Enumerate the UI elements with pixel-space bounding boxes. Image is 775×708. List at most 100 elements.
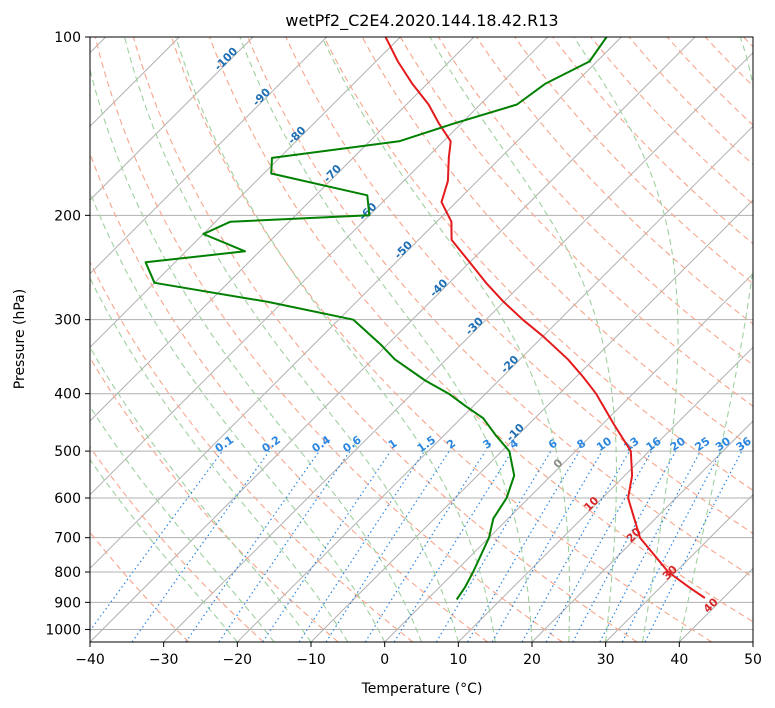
moist-adiabat-line — [90, 190, 386, 642]
moist-adiabat-line — [124, 37, 459, 642]
mixing-ratio-line — [325, 450, 450, 642]
isotherm-line — [90, 37, 549, 496]
y-tick-label: 600 — [54, 491, 81, 507]
mixing-ratio-line — [262, 450, 392, 642]
isotherm-line — [457, 346, 753, 642]
dry-adiabat-line — [90, 152, 488, 642]
moist-adiabat-line — [90, 67, 423, 642]
dry-adiabat-line — [90, 260, 414, 642]
y-axis-title: Pressure (hPa) — [12, 289, 28, 389]
y-tick-label: 100 — [54, 30, 81, 46]
dry-adiabat-line — [132, 37, 638, 642]
mixing-ratio-line — [435, 450, 552, 642]
mixing-ratio-line — [218, 450, 351, 642]
isotherm-line — [752, 641, 753, 642]
y-tick-label: 200 — [54, 208, 81, 224]
isotherm-line — [90, 37, 328, 275]
dry-adiabat-line — [437, 37, 753, 366]
dry-adiabat-line — [590, 37, 753, 205]
moist-adiabat-line — [573, 37, 679, 642]
isotherm-line — [384, 272, 753, 642]
dry-adiabat-line — [743, 37, 753, 48]
moist-adiabat-line — [90, 458, 238, 642]
mixing-ratio-label: 1 — [386, 437, 400, 452]
plot-frame — [89, 36, 754, 643]
mixing-ratio-label: 0.4 — [310, 433, 334, 455]
mixing-ratio-line — [90, 450, 223, 632]
dry-adiabat-line — [704, 37, 753, 87]
chart-title: wetPf2_C2E4.2020.144.18.42.R13 — [285, 11, 558, 31]
x-tick-label: −10 — [296, 652, 326, 668]
isotherm-line — [678, 567, 753, 642]
mixing-ratio-line — [185, 450, 320, 642]
dry-adiabat-line — [399, 37, 753, 407]
isotherm-label: -40 — [427, 276, 450, 299]
mixing-ratio-label: 0.1 — [213, 433, 236, 455]
x-tick-label: 20 — [523, 652, 541, 668]
mixing-ratio-line — [131, 450, 270, 642]
y-tick-label: 300 — [54, 313, 81, 329]
isotherm-line — [90, 37, 622, 570]
moist-adiabat-line — [321, 37, 571, 642]
x-tick-label: −40 — [75, 652, 105, 668]
moist-adiabat-line — [90, 405, 275, 642]
y-tick-label: 800 — [54, 565, 81, 581]
moist-adiabat-line — [678, 37, 753, 642]
dry-adiabat-line — [90, 446, 264, 642]
y-tick-label: 700 — [54, 531, 81, 547]
y-tick-label: 500 — [54, 444, 81, 460]
isotherm-label: 20 — [624, 525, 644, 545]
isotherm-line — [531, 420, 753, 642]
mixing-ratio-line — [572, 450, 677, 642]
temperature-profile-line — [384, 37, 706, 599]
isotherm-line — [236, 125, 753, 642]
dry-adiabat-line — [90, 356, 339, 642]
mixing-ratio-label: 3 — [481, 437, 495, 452]
dry-adiabat-line — [94, 37, 563, 642]
x-tick-label: 30 — [597, 652, 615, 668]
dry-adiabat-line — [476, 37, 753, 325]
x-tick-label: −30 — [149, 652, 179, 668]
isotherm-line — [90, 37, 401, 349]
mixing-ratio-line — [466, 450, 580, 642]
axes: −40 −30 −20 −10 0 10 20 30 40 5010020030040050060… — [45, 30, 762, 668]
isotherm-line — [90, 37, 254, 201]
dry-adiabat-line — [90, 531, 190, 642]
mixing-ratio-label: 1.5 — [415, 433, 438, 455]
mixing-ratio-line — [599, 450, 702, 642]
isotherm-label: -50 — [392, 238, 415, 261]
y-tick-label: 1000 — [45, 622, 81, 638]
isotherm-label: 10 — [581, 494, 601, 514]
y-tick-label: 400 — [54, 387, 81, 403]
isotherm-line — [163, 51, 753, 642]
dewpoint-profile-line — [144, 37, 608, 601]
dry-adiabat-line — [209, 37, 753, 623]
moist-adiabat-line — [90, 277, 349, 642]
moist-adiabat-line — [90, 346, 312, 642]
dry-adiabat-line — [666, 37, 753, 126]
mixing-ratio-line — [393, 450, 513, 642]
mixing-ratio-line — [364, 450, 486, 642]
mixing-ratio-label: 2 — [444, 437, 458, 452]
isotherm-line — [90, 37, 475, 422]
isotherm-label: -100 — [212, 44, 241, 73]
x-tick-label: 0 — [380, 652, 389, 668]
dry-adiabat-line — [247, 37, 753, 578]
y-tick-label: 900 — [54, 595, 81, 611]
dry-adiabat-line — [552, 37, 753, 245]
x-axis-title: Temperature (°C) — [361, 681, 483, 697]
isotherm-label: -90 — [250, 85, 273, 108]
moist-adiabat-line — [175, 37, 496, 642]
moist-adiabat-line — [429, 37, 618, 642]
mixing-ratio-line — [521, 450, 631, 642]
dry-adiabat-line — [514, 37, 753, 285]
dry-adiabat-line — [628, 37, 753, 166]
dry-adiabat-line — [361, 37, 753, 449]
plot-area: 0.1 0.2 0.4 0.6 1 1.5 2 3 4 6 8 10 13 16 20 25 30 36-100-… — [90, 37, 753, 642]
isotherm-line — [605, 493, 753, 642]
x-tick-label: 40 — [670, 652, 688, 668]
x-tick-label: −20 — [223, 652, 253, 668]
isotherm-line — [90, 37, 696, 642]
isotherm-label: -30 — [463, 314, 486, 337]
